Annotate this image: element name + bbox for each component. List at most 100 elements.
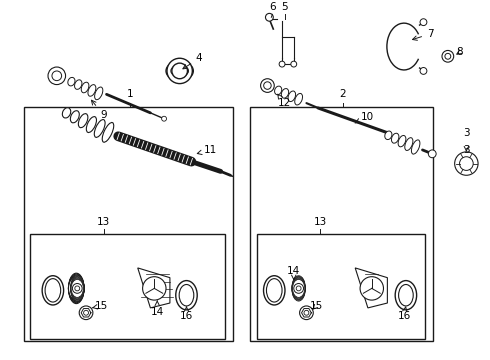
Text: 9: 9 — [92, 100, 107, 120]
Circle shape — [360, 277, 384, 300]
Text: 3: 3 — [463, 145, 470, 155]
Circle shape — [428, 150, 436, 158]
Circle shape — [291, 61, 296, 67]
Circle shape — [460, 157, 473, 170]
Circle shape — [261, 79, 274, 93]
Circle shape — [266, 13, 273, 21]
Bar — [257, 234, 425, 339]
Circle shape — [264, 82, 271, 89]
Text: 12: 12 — [277, 94, 291, 108]
Circle shape — [143, 277, 166, 300]
Ellipse shape — [398, 135, 406, 147]
Circle shape — [73, 284, 82, 293]
Ellipse shape — [78, 114, 88, 128]
Text: 13: 13 — [314, 217, 327, 227]
Ellipse shape — [86, 117, 97, 132]
Text: 7: 7 — [413, 29, 434, 40]
Text: 4: 4 — [183, 53, 202, 69]
Circle shape — [172, 63, 188, 79]
Circle shape — [48, 67, 66, 85]
Text: 2: 2 — [339, 89, 346, 99]
Ellipse shape — [71, 278, 84, 299]
Ellipse shape — [95, 87, 103, 100]
Polygon shape — [355, 268, 388, 308]
Circle shape — [294, 284, 303, 293]
Text: 8: 8 — [456, 48, 463, 57]
Ellipse shape — [264, 276, 285, 305]
Circle shape — [296, 286, 301, 291]
Ellipse shape — [292, 278, 305, 299]
Ellipse shape — [71, 279, 83, 297]
Ellipse shape — [71, 111, 79, 123]
Polygon shape — [138, 268, 170, 308]
Ellipse shape — [69, 276, 84, 301]
Ellipse shape — [68, 77, 75, 86]
Ellipse shape — [69, 277, 84, 300]
Ellipse shape — [45, 279, 61, 302]
Ellipse shape — [392, 133, 399, 143]
Circle shape — [75, 286, 80, 291]
Ellipse shape — [267, 279, 282, 302]
Ellipse shape — [69, 273, 84, 303]
Text: 15: 15 — [92, 301, 108, 311]
Ellipse shape — [281, 89, 289, 98]
Circle shape — [299, 306, 313, 320]
Ellipse shape — [88, 85, 96, 96]
Ellipse shape — [179, 284, 194, 306]
Bar — [30, 234, 225, 339]
Circle shape — [79, 306, 93, 320]
Circle shape — [52, 71, 62, 81]
Ellipse shape — [62, 108, 71, 118]
Ellipse shape — [293, 279, 305, 298]
Circle shape — [84, 310, 89, 315]
Ellipse shape — [171, 65, 189, 77]
Bar — [250, 107, 433, 341]
Ellipse shape — [69, 274, 84, 303]
Ellipse shape — [398, 284, 413, 306]
Ellipse shape — [69, 275, 84, 302]
Ellipse shape — [292, 276, 305, 301]
Circle shape — [420, 68, 427, 75]
Circle shape — [445, 53, 451, 59]
Ellipse shape — [102, 122, 114, 142]
Ellipse shape — [71, 277, 84, 300]
Text: 11: 11 — [197, 145, 218, 155]
Text: 14: 14 — [150, 301, 164, 317]
Ellipse shape — [385, 131, 392, 140]
Circle shape — [279, 61, 285, 67]
Ellipse shape — [274, 86, 282, 95]
Text: 10: 10 — [355, 112, 373, 123]
Text: 14: 14 — [287, 266, 300, 279]
Ellipse shape — [295, 94, 302, 105]
Ellipse shape — [176, 280, 197, 310]
Ellipse shape — [71, 276, 84, 300]
Circle shape — [167, 58, 193, 84]
Ellipse shape — [292, 276, 305, 300]
Ellipse shape — [81, 82, 89, 93]
Circle shape — [442, 50, 454, 62]
Circle shape — [455, 152, 478, 175]
Ellipse shape — [288, 91, 295, 102]
Text: 5: 5 — [282, 3, 288, 12]
Text: 16: 16 — [180, 307, 193, 321]
Text: 1: 1 — [126, 89, 133, 99]
Ellipse shape — [412, 140, 420, 154]
Ellipse shape — [293, 279, 305, 297]
Text: 6: 6 — [269, 3, 275, 12]
Ellipse shape — [71, 279, 83, 298]
Ellipse shape — [42, 276, 64, 305]
Ellipse shape — [71, 276, 84, 301]
Text: 13: 13 — [97, 217, 110, 227]
Bar — [24, 107, 233, 341]
Ellipse shape — [395, 280, 416, 310]
Text: 3: 3 — [463, 128, 470, 138]
Text: 16: 16 — [397, 307, 411, 321]
Ellipse shape — [166, 61, 194, 81]
Ellipse shape — [405, 138, 413, 150]
Circle shape — [420, 19, 427, 26]
Circle shape — [304, 310, 309, 315]
Ellipse shape — [74, 80, 82, 89]
Ellipse shape — [292, 277, 305, 300]
Text: 15: 15 — [310, 301, 323, 311]
Ellipse shape — [94, 120, 105, 138]
